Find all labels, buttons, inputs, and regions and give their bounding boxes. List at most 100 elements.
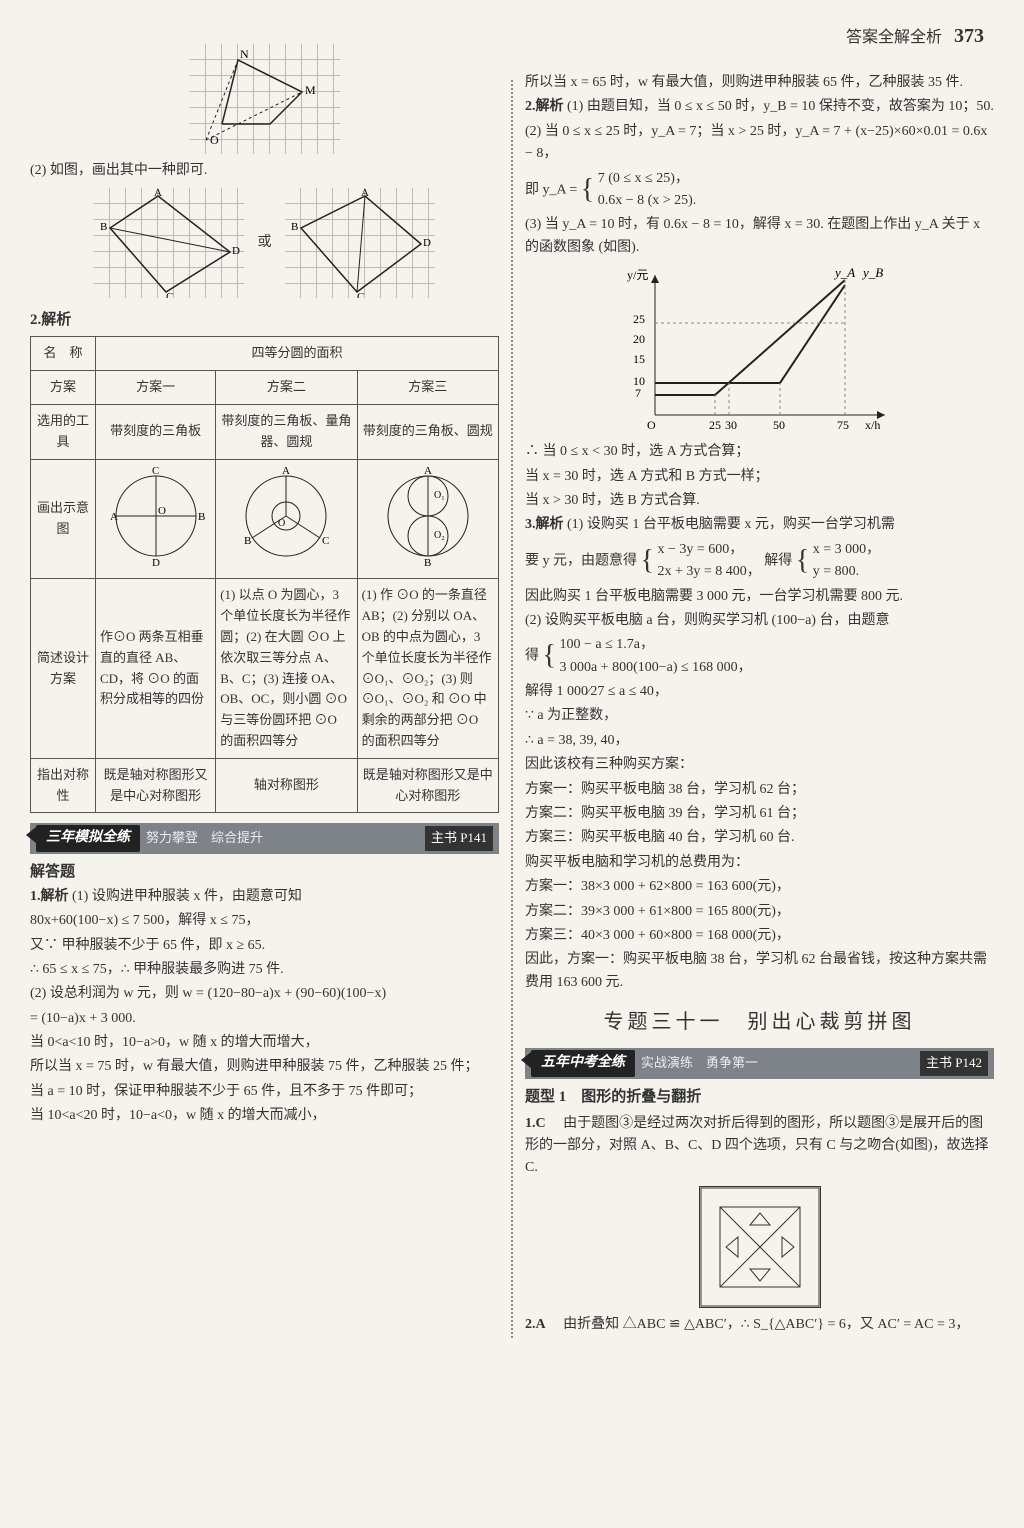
q3-l13: 购买平板电脑和学习机的总费用为： [525, 852, 994, 874]
q2-head: 2.解析 [30, 308, 499, 332]
r-l0: 所以当 x = 65 时，w 有最大值，则购进甲种服装 65 件，乙种服装 35… [525, 72, 994, 94]
svg-text:B: B [244, 535, 251, 547]
q3-l5b: 100 − a ≤ 1.7a， [559, 634, 751, 656]
pic-3: A B O₁ O₂ [357, 459, 498, 579]
q3-l2d: 解得 [764, 553, 792, 568]
q3-l14: 方案一：38×3 000 + 62×800 = 163 600(元)， [525, 876, 994, 898]
tools-1: 带刻度的三角板 [96, 404, 216, 459]
q3-l2a: 要 y 元，由题意得 [525, 553, 637, 568]
q3-l2: 要 y 元，由题意得 { x − 3y = 600， 2x + 3y = 8 4… [525, 539, 994, 584]
q1-l5: (2) 设总利润为 w 元，则 w = (120−80−a)x + (90−60… [30, 983, 499, 1005]
svg-text:O: O [210, 133, 219, 147]
th-name: 名 称 [31, 337, 96, 371]
q1-l7: 当 0<a<10 时，10−a>0，w 随 x 的增大而增大， [30, 1032, 499, 1054]
th-tools: 选用的工具 [31, 404, 96, 459]
q3-l8: ∴ a = 38, 39, 40， [525, 730, 994, 752]
svg-text:15: 15 [633, 352, 645, 366]
jie-title: 解答题 [30, 860, 499, 884]
svg-text:50: 50 [773, 418, 785, 432]
svg-text:D: D [152, 557, 160, 566]
line-chart: 7 10 15 20 25 25 30 50 75 x/h y/元 y_A y_… [625, 265, 895, 435]
q3-l2c: 2x + 3y = 8 400， [657, 561, 760, 583]
q2-head-b: 2.解析 [525, 99, 564, 114]
page-number: 373 [954, 25, 984, 47]
scheme-table: 名 称 四等分圆的面积 方案 方案一 方案二 方案三 选用的工具 带刻度的三角板… [30, 336, 499, 813]
svg-text:7: 7 [635, 386, 641, 400]
q3-l3: 因此购买 1 台平板电脑需要 3 000 元，一台学习机需要 800 元. [525, 586, 994, 608]
svg-text:B: B [100, 221, 107, 233]
right-column: 所以当 x = 65 时，w 有最大值，则购进甲种服装 65 件，乙种服装 35… [525, 40, 994, 1338]
svg-text:B: B [291, 221, 298, 233]
q2-l6: 当 x = 30 时，选 A 方式和 B 方式一样； [525, 466, 994, 488]
q3-l6: 解得 1 000⁄27 ≤ a ≤ 40， [525, 681, 994, 703]
q1-l1: (1) 设购进甲种服装 x 件，由题意可知 [72, 889, 302, 904]
type1: 题型 1 图形的折叠与翻折 [525, 1085, 994, 1109]
q3-l16: 方案三：40×3 000 + 60×800 = 168 000(元)， [525, 925, 994, 947]
q3-l17: 因此，方案一：购买平板电脑 38 台，学习机 62 台最省钱，按这种方案共需费用… [525, 949, 994, 994]
q2-l7: 当 x > 30 时，选 B 方式合算. [525, 490, 994, 512]
left-sub2: (2) 如图，画出其中一种即可. [30, 160, 499, 182]
bar2-tag: 五年中考全练 [531, 1050, 635, 1076]
bar-3year: 三年模拟全练 努力攀登 综合提升 主书 P141 [30, 823, 499, 853]
th-f1: 方案一 [96, 371, 216, 405]
svg-text:C: C [166, 291, 173, 298]
a1c: 1.C [525, 1116, 546, 1131]
left-column: N M O (2) 如图，画出其中一种即可. A B C D 或 [30, 40, 499, 1338]
svg-text:O₁: O₁ [434, 490, 445, 501]
a2: 2.A 由折叠知 △ABC ≌ △ABC′，∴ S_{△ABC′} = 6，又 … [525, 1314, 994, 1336]
a1: 1.C 由于题图③是经过两次对折后得到的图形，所以题图③是展开后的图形的一部分，… [525, 1113, 994, 1180]
th-f2: 方案二 [216, 371, 357, 405]
svg-text:O: O [647, 418, 656, 432]
svg-text:C: C [322, 535, 329, 547]
q1-l3: 又∵ 甲种服装不少于 65 件，即 x ≥ 65. [30, 935, 499, 957]
q1-l8: 所以当 x = 75 时，w 有最大值，则购进甲种服装 75 件，乙种服装 25… [30, 1056, 499, 1078]
th-fangan: 方案 [31, 371, 96, 405]
svg-text:O: O [278, 518, 285, 529]
fold-figure [699, 1186, 821, 1308]
q3-l15: 方案二：39×3 000 + 61×800 = 165 800(元)， [525, 901, 994, 923]
svg-text:O₂: O₂ [434, 530, 445, 541]
svg-text:75: 75 [837, 418, 849, 432]
bar2-sub: 实战演练 勇争第一 [641, 1053, 920, 1074]
q3-l5c: 3 000a + 800(100−a) ≤ 168 000， [559, 657, 751, 679]
figure-2-row: A B C D 或 A B C D [30, 184, 499, 302]
a1-text: 由于题图③是经过两次对折后得到的图形，所以题图③是展开后的图形的一部分，对照 A… [525, 1116, 989, 1176]
pic-2: A B C O [216, 459, 357, 579]
svg-text:A: A [361, 188, 369, 199]
q3-head-b: 3.解析 [525, 517, 564, 532]
q2-l4: (3) 当 y_A = 10 时，有 0.6x − 8 = 10，解得 x = … [525, 214, 994, 259]
tools-2: 带刻度的三角板、量角器、圆规 [216, 404, 357, 459]
th-title: 四等分圆的面积 [96, 337, 499, 371]
svg-text:C: C [357, 291, 364, 298]
svg-text:25: 25 [633, 312, 645, 326]
th-sym: 指出对称性 [31, 758, 96, 813]
th-f3: 方案三 [357, 371, 498, 405]
q3-l5a: 得 [525, 649, 539, 664]
q3-l7: ∵ a 为正整数， [525, 705, 994, 727]
svg-text:30: 30 [725, 418, 737, 432]
svg-text:N: N [240, 47, 249, 61]
svg-text:D: D [232, 245, 240, 257]
q2-l1: (1) 由题目知，当 0 ≤ x ≤ 50 时，y_B = 10 保持不变，故答… [567, 99, 994, 114]
q2-l5: ∴ 当 0 ≤ x < 30 时，选 A 方式合算； [525, 441, 994, 463]
q3-head: 3.解析 (1) 设购买 1 台平板电脑需要 x 元，购买一台学习机需 [525, 514, 994, 536]
q3-l2e: x = 3 000， [813, 539, 880, 561]
or-label: 或 [252, 232, 278, 254]
design-1: 作⊙O 两条互相垂直的直径 AB、CD，将 ⊙O 的面积分成相等的四份 [96, 579, 216, 758]
svg-text:M: M [305, 83, 316, 97]
q1-head-b: 1.解析 [30, 889, 69, 904]
svg-text:O: O [158, 505, 166, 517]
svg-text:A: A [282, 466, 290, 477]
svg-text:y/元: y/元 [627, 268, 648, 282]
q2-head: 2.解析 (1) 由题目知，当 0 ≤ x ≤ 50 时，y_B = 10 保持… [525, 96, 994, 118]
q1-l6: = (10−a)x + 3 000. [30, 1008, 499, 1030]
svg-text:A: A [424, 466, 432, 477]
q2-l2: (2) 当 0 ≤ x ≤ 25 时，y_A = 7；当 x > 25 时，y_… [525, 121, 994, 166]
design-3: (1) 作 ⊙O 的一条直径 AB；(2) 分别以 OA、OB 的中点为圆心，3… [357, 579, 498, 758]
q2-l3: 即 y_A = { 7 (0 ≤ x ≤ 25)， 0.6x − 8 (x > … [525, 168, 994, 213]
q1-l2: 80x+60(100−x) ≤ 7 500，解得 x ≤ 75， [30, 910, 499, 932]
q2-l3b: 7 (0 ≤ x ≤ 25)， [598, 168, 697, 190]
bar-5year: 五年中考全练 实战演练 勇争第一 主书 P142 [525, 1048, 994, 1078]
page: 答案全解全析 373 N M O (2) 如图，画出其中一种即可. [0, 0, 1024, 1368]
svg-text:B: B [424, 557, 431, 566]
